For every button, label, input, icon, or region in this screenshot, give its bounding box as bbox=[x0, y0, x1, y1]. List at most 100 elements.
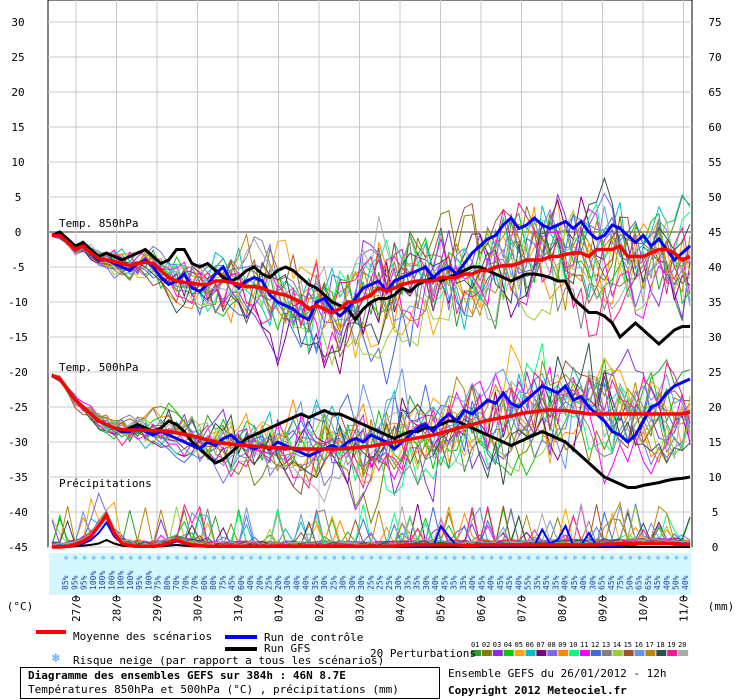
perturbation-precip-line bbox=[51, 503, 691, 547]
perturbation-id: 07 bbox=[536, 641, 544, 649]
snow-risk-value: 30% bbox=[422, 575, 431, 590]
snow-risk-value: 100% bbox=[89, 571, 98, 590]
snow-risk-value: 70% bbox=[181, 575, 190, 590]
perturbation-id: 14 bbox=[613, 641, 621, 649]
perturbation-swatch bbox=[525, 650, 536, 656]
snow-risk-icon: ❄ bbox=[554, 554, 558, 562]
snow-risk-value: 40% bbox=[246, 575, 255, 590]
snow-risk-value: 70% bbox=[191, 575, 200, 590]
snow-risk-icon: ❄ bbox=[563, 554, 567, 562]
x-tick-label: 28/01 bbox=[111, 589, 124, 622]
perturbation-id: 09 bbox=[558, 641, 566, 649]
snow-risk-icon: ❄ bbox=[600, 554, 604, 562]
snow-risk-value: 40% bbox=[292, 575, 301, 590]
snow-risk-value: 35% bbox=[551, 575, 560, 590]
perturbation-swatch bbox=[645, 650, 656, 656]
snow-risk-icon: ❄ bbox=[517, 554, 521, 562]
snow-risk-value: 45% bbox=[477, 575, 486, 590]
perturbation-id: 02 bbox=[482, 641, 490, 649]
x-tick-label: 29/01 bbox=[151, 589, 164, 622]
snow-risk-icon: ❄ bbox=[508, 554, 512, 562]
panel-label-precip: Précipitations bbox=[59, 477, 152, 490]
left-tick-label: 20 bbox=[11, 86, 24, 99]
snow-risk-icon: ❄ bbox=[230, 554, 234, 562]
legend-control-swatch bbox=[225, 635, 257, 639]
perturbation-id: 11 bbox=[580, 641, 588, 649]
mean-t850-line bbox=[52, 233, 691, 315]
perturbation-swatch bbox=[612, 650, 623, 656]
perturbation-swatch bbox=[623, 650, 634, 656]
snow-risk-value: 65% bbox=[644, 575, 653, 590]
snow-risk-value: 100% bbox=[98, 571, 107, 590]
snow-risk-value: 100% bbox=[107, 571, 116, 590]
right-tick-label: 40 bbox=[708, 261, 721, 274]
mean-precip-line bbox=[52, 512, 690, 549]
perturbation-line bbox=[51, 361, 691, 490]
snow-risk-icon: ❄ bbox=[175, 554, 179, 562]
snow-risk-value: 85% bbox=[61, 575, 70, 590]
snow-risk-icon: ❄ bbox=[582, 554, 586, 562]
snow-risk-icon: ❄ bbox=[314, 554, 318, 562]
right-tick-label: 0 bbox=[712, 541, 719, 554]
snow-risk-value: 40% bbox=[514, 575, 523, 590]
perturbation-id: 12 bbox=[591, 641, 599, 649]
panel-label-t500: Temp. 500hPa bbox=[59, 361, 138, 374]
control-t850-line bbox=[52, 215, 692, 322]
snow-risk-value: 40% bbox=[468, 575, 477, 590]
x-tick-label: 06/02 bbox=[475, 589, 488, 622]
snow-risk-icon: ❄ bbox=[295, 554, 299, 562]
snow-risk-icon: ❄ bbox=[286, 554, 290, 562]
perturbation-id: 05 bbox=[515, 641, 523, 649]
snow-risk-value: 25% bbox=[366, 575, 375, 590]
snow-risk-value: 75% bbox=[154, 575, 163, 590]
snow-risk-value: 35% bbox=[450, 575, 459, 590]
snow-risk-icon: ❄ bbox=[536, 554, 540, 562]
snow-risk-icon: ❄ bbox=[443, 554, 447, 562]
snow-risk-icon: ❄ bbox=[360, 554, 364, 562]
snow-risk-icon: ❄ bbox=[425, 554, 429, 562]
x-tick-label: 10/02 bbox=[637, 589, 650, 622]
snow-risk-value: 80% bbox=[209, 575, 218, 590]
snow-risk-icon: ❄ bbox=[471, 554, 475, 562]
snow-risk-value: 100% bbox=[126, 571, 135, 590]
snow-risk-value: 95% bbox=[70, 575, 79, 590]
snow-risk-value: 50% bbox=[672, 575, 681, 590]
snow-risk-icon: ❄ bbox=[156, 554, 160, 562]
snow-risk-icon: ❄ bbox=[573, 554, 577, 562]
x-tick-label: 02/02 bbox=[313, 589, 326, 622]
snow-risk-icon: ❄ bbox=[434, 554, 438, 562]
snow-risk-icon: ❄ bbox=[203, 554, 207, 562]
perturbation-id: 16 bbox=[635, 641, 643, 649]
perturbation-line bbox=[51, 192, 691, 346]
snow-risk-value: 35% bbox=[403, 575, 412, 590]
snow-risk-icon: ❄ bbox=[452, 554, 456, 562]
snow-risk-icon: ❄ bbox=[184, 554, 188, 562]
snow-risk-value: 35% bbox=[533, 575, 542, 590]
footer-title-box bbox=[20, 667, 440, 699]
snow-risk-value: 30% bbox=[320, 575, 329, 590]
perturbation-line bbox=[51, 208, 691, 364]
snow-risk-value: 45% bbox=[653, 575, 662, 590]
perturbation-id: 08 bbox=[547, 641, 555, 649]
snow-risk-value: 30% bbox=[348, 575, 357, 590]
right-tick-label: 30 bbox=[708, 331, 721, 344]
perturbation-swatch bbox=[481, 650, 492, 656]
snow-risk-icon: ❄ bbox=[82, 554, 86, 562]
x-tick-label: 30/01 bbox=[192, 589, 205, 622]
perturbation-swatch bbox=[547, 650, 558, 656]
snow-risk-icon: ❄ bbox=[129, 554, 133, 562]
snow-risk-icon: ❄ bbox=[240, 554, 244, 562]
perturbation-line bbox=[51, 374, 691, 525]
left-tick-label: -10 bbox=[8, 296, 28, 309]
snow-risk-icon: ❄ bbox=[388, 554, 392, 562]
snow-risk-icon: ❄ bbox=[378, 554, 382, 562]
perturbation-swatch bbox=[580, 650, 590, 656]
snow-risk-value: 40% bbox=[561, 575, 570, 590]
legend-mean-swatch bbox=[36, 630, 66, 634]
left-tick-label: -20 bbox=[8, 366, 28, 379]
perturbation-id: 18 bbox=[656, 641, 664, 649]
snow-risk-icon: ❄ bbox=[138, 554, 142, 562]
snow-risk-icon: ❄ bbox=[166, 554, 170, 562]
legend-gfs-swatch bbox=[225, 647, 257, 651]
perturbation-swatch bbox=[656, 650, 667, 656]
